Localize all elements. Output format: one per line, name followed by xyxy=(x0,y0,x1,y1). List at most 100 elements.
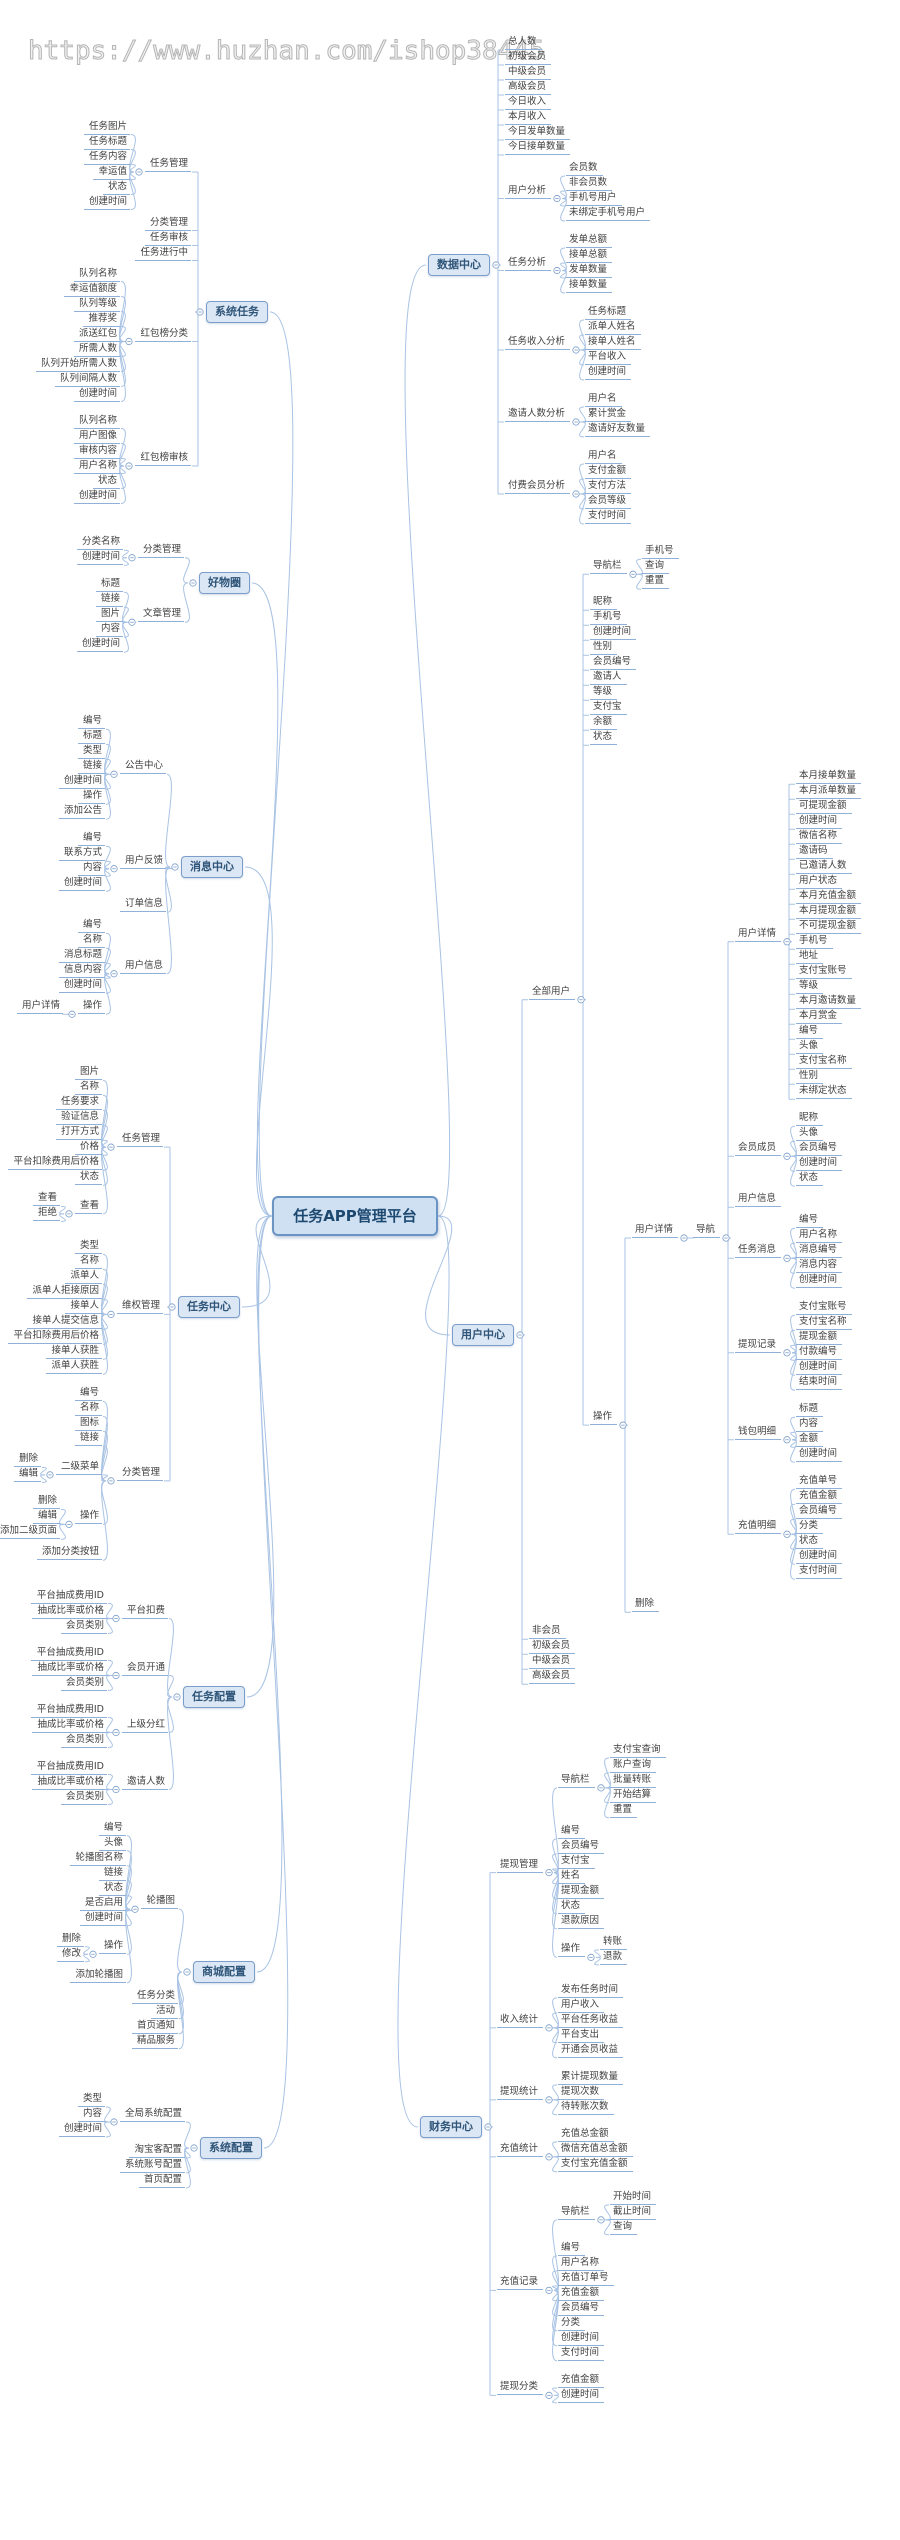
collapse-icon[interactable] xyxy=(46,1471,54,1479)
topic-node[interactable]: 支付金额 xyxy=(585,465,631,479)
topic-node[interactable]: 内容 xyxy=(78,2108,105,2122)
topic-node[interactable]: 头像 xyxy=(99,1837,126,1851)
branch-node[interactable]: 系统配置 xyxy=(200,2137,262,2159)
branch-node[interactable]: 好物圈 xyxy=(199,572,250,594)
topic-node[interactable]: 用户反馈 xyxy=(120,855,166,869)
collapse-icon[interactable] xyxy=(125,337,133,346)
collapse-icon[interactable] xyxy=(680,1234,688,1242)
topic-node[interactable]: 累计赏金 xyxy=(585,408,631,422)
collapse-icon[interactable] xyxy=(572,490,580,498)
topic-node[interactable]: 退款原因 xyxy=(558,1915,604,1929)
topic-node[interactable]: 验证信息 xyxy=(56,1111,102,1126)
topic-node[interactable]: 中级会员 xyxy=(505,66,551,80)
topic-node[interactable]: 操作 xyxy=(78,1000,105,1015)
branch-node[interactable]: 任务中心 xyxy=(178,1296,240,1318)
topic-node[interactable]: 未绑定手机号用户 xyxy=(566,207,650,221)
topic-node[interactable]: 名称 xyxy=(75,1081,102,1096)
topic-node[interactable]: 图片 xyxy=(96,608,123,623)
collapse-icon[interactable] xyxy=(68,1010,76,1018)
topic-node[interactable]: 拒绝 xyxy=(33,1207,60,1222)
topic-node[interactable]: 转账 xyxy=(600,1936,627,1950)
topic-node[interactable]: 创建时间 xyxy=(585,366,631,380)
topic-node[interactable]: 邀请人 xyxy=(590,671,627,686)
collapse-icon[interactable] xyxy=(110,770,118,778)
topic-node[interactable]: 等级 xyxy=(796,980,823,995)
topic-node[interactable]: 图片 xyxy=(75,1066,102,1081)
collapse-icon[interactable] xyxy=(629,570,637,578)
collapse-icon[interactable] xyxy=(189,579,197,587)
topic-node[interactable]: 上级分红 xyxy=(122,1719,168,1733)
topic-node[interactable]: 用户详情 xyxy=(17,1000,63,1015)
topic-node[interactable]: 全部用户 xyxy=(529,986,575,1000)
topic-node[interactable]: 创建时间 xyxy=(590,626,636,641)
topic-node[interactable]: 查看 xyxy=(75,1200,102,1214)
topic-node[interactable]: 添加轮播图 xyxy=(70,1969,126,1983)
topic-node[interactable]: 余额 xyxy=(590,716,617,731)
topic-node[interactable]: 平台扣除费用后价格 xyxy=(8,1330,102,1345)
topic-node[interactable]: 中级会员 xyxy=(529,1655,575,1670)
collapse-icon[interactable] xyxy=(597,1784,605,1792)
topic-node[interactable]: 状态 xyxy=(93,475,120,489)
topic-node[interactable]: 头像 xyxy=(796,1040,823,1055)
topic-node[interactable]: 会员成员 xyxy=(735,1142,781,1157)
collapse-icon[interactable] xyxy=(112,1671,120,1680)
collapse-icon[interactable] xyxy=(577,996,585,1004)
topic-node[interactable]: 支付宝名称 xyxy=(796,1055,852,1070)
topic-node[interactable]: 初级会员 xyxy=(529,1640,575,1655)
topic-node[interactable]: 导航栏 xyxy=(558,1774,595,1788)
topic-node[interactable]: 导航 xyxy=(693,1224,720,1239)
topic-node[interactable]: 平台扣除费用后价格 xyxy=(8,1156,102,1171)
topic-node[interactable]: 开始结算 xyxy=(610,1789,656,1803)
topic-node[interactable]: 全局系统配置 xyxy=(120,2108,185,2122)
topic-node[interactable]: 抽成比率或价格 xyxy=(32,1719,107,1733)
topic-node[interactable]: 任务内容 xyxy=(84,151,130,165)
central-topic[interactable]: 任务APP管理平台 xyxy=(272,1196,438,1236)
topic-node[interactable]: 创建时间 xyxy=(59,979,105,994)
topic-node[interactable]: 初级会员 xyxy=(505,51,551,65)
topic-node[interactable]: 充值单号 xyxy=(796,1475,842,1490)
topic-node[interactable]: 用户图像 xyxy=(74,430,120,444)
topic-node[interactable]: 删除 xyxy=(632,1598,659,1613)
branch-node[interactable]: 任务配置 xyxy=(183,1686,245,1708)
topic-node[interactable]: 接单人提交信息 xyxy=(27,1315,102,1330)
collapse-icon[interactable] xyxy=(545,2391,553,2399)
branch-node[interactable]: 用户中心 xyxy=(452,1324,514,1346)
topic-node[interactable]: 支付时间 xyxy=(796,1565,842,1580)
collapse-icon[interactable] xyxy=(783,1152,791,1160)
topic-node[interactable]: 用户名 xyxy=(585,393,622,407)
topic-node[interactable]: 邀请码 xyxy=(796,845,833,860)
topic-node[interactable]: 邀请人数分析 xyxy=(505,408,570,422)
topic-node[interactable]: 支付宝查询 xyxy=(610,1744,666,1758)
topic-node[interactable]: 会员编号 xyxy=(796,1142,842,1157)
topic-node[interactable]: 创建时间 xyxy=(796,1550,842,1565)
topic-node[interactable]: 未绑定状态 xyxy=(796,1085,852,1100)
topic-node[interactable]: 微信名称 xyxy=(796,830,842,845)
topic-node[interactable]: 手机号 xyxy=(796,935,833,950)
topic-node[interactable]: 本月邀请数量 xyxy=(796,995,861,1010)
topic-node[interactable]: 链接 xyxy=(75,1432,102,1447)
collapse-icon[interactable] xyxy=(110,2118,118,2126)
topic-node[interactable]: 充值订单号 xyxy=(558,2272,614,2286)
collapse-icon[interactable] xyxy=(112,1785,120,1794)
collapse-icon[interactable] xyxy=(196,308,204,316)
topic-node[interactable]: 联系方式 xyxy=(59,847,105,862)
topic-node[interactable]: 用户详情 xyxy=(735,928,781,942)
topic-node[interactable]: 手机号 xyxy=(642,545,679,560)
topic-node[interactable]: 淘宝客配置 xyxy=(129,2144,185,2158)
collapse-icon[interactable] xyxy=(545,1869,553,1877)
topic-node[interactable]: 抽成比率或价格 xyxy=(32,1605,107,1619)
topic-node[interactable]: 标题 xyxy=(796,1403,823,1418)
topic-node[interactable]: 本月接单数量 xyxy=(796,770,861,785)
topic-node[interactable]: 昵称 xyxy=(796,1112,823,1127)
topic-node[interactable]: 活动 xyxy=(151,2005,178,2019)
topic-node[interactable]: 开始时间 xyxy=(610,2191,656,2205)
topic-node[interactable]: 头像 xyxy=(796,1127,823,1142)
topic-node[interactable]: 任务要求 xyxy=(56,1096,102,1111)
topic-node[interactable]: 派单人获胜 xyxy=(46,1360,102,1375)
topic-node[interactable]: 创建时间 xyxy=(77,551,123,566)
topic-node[interactable]: 结束时间 xyxy=(796,1376,842,1391)
collapse-icon[interactable] xyxy=(722,1234,730,1242)
topic-node[interactable]: 充值金额 xyxy=(796,1490,842,1505)
collapse-icon[interactable] xyxy=(597,2216,605,2224)
topic-node[interactable]: 状态 xyxy=(558,1900,585,1914)
